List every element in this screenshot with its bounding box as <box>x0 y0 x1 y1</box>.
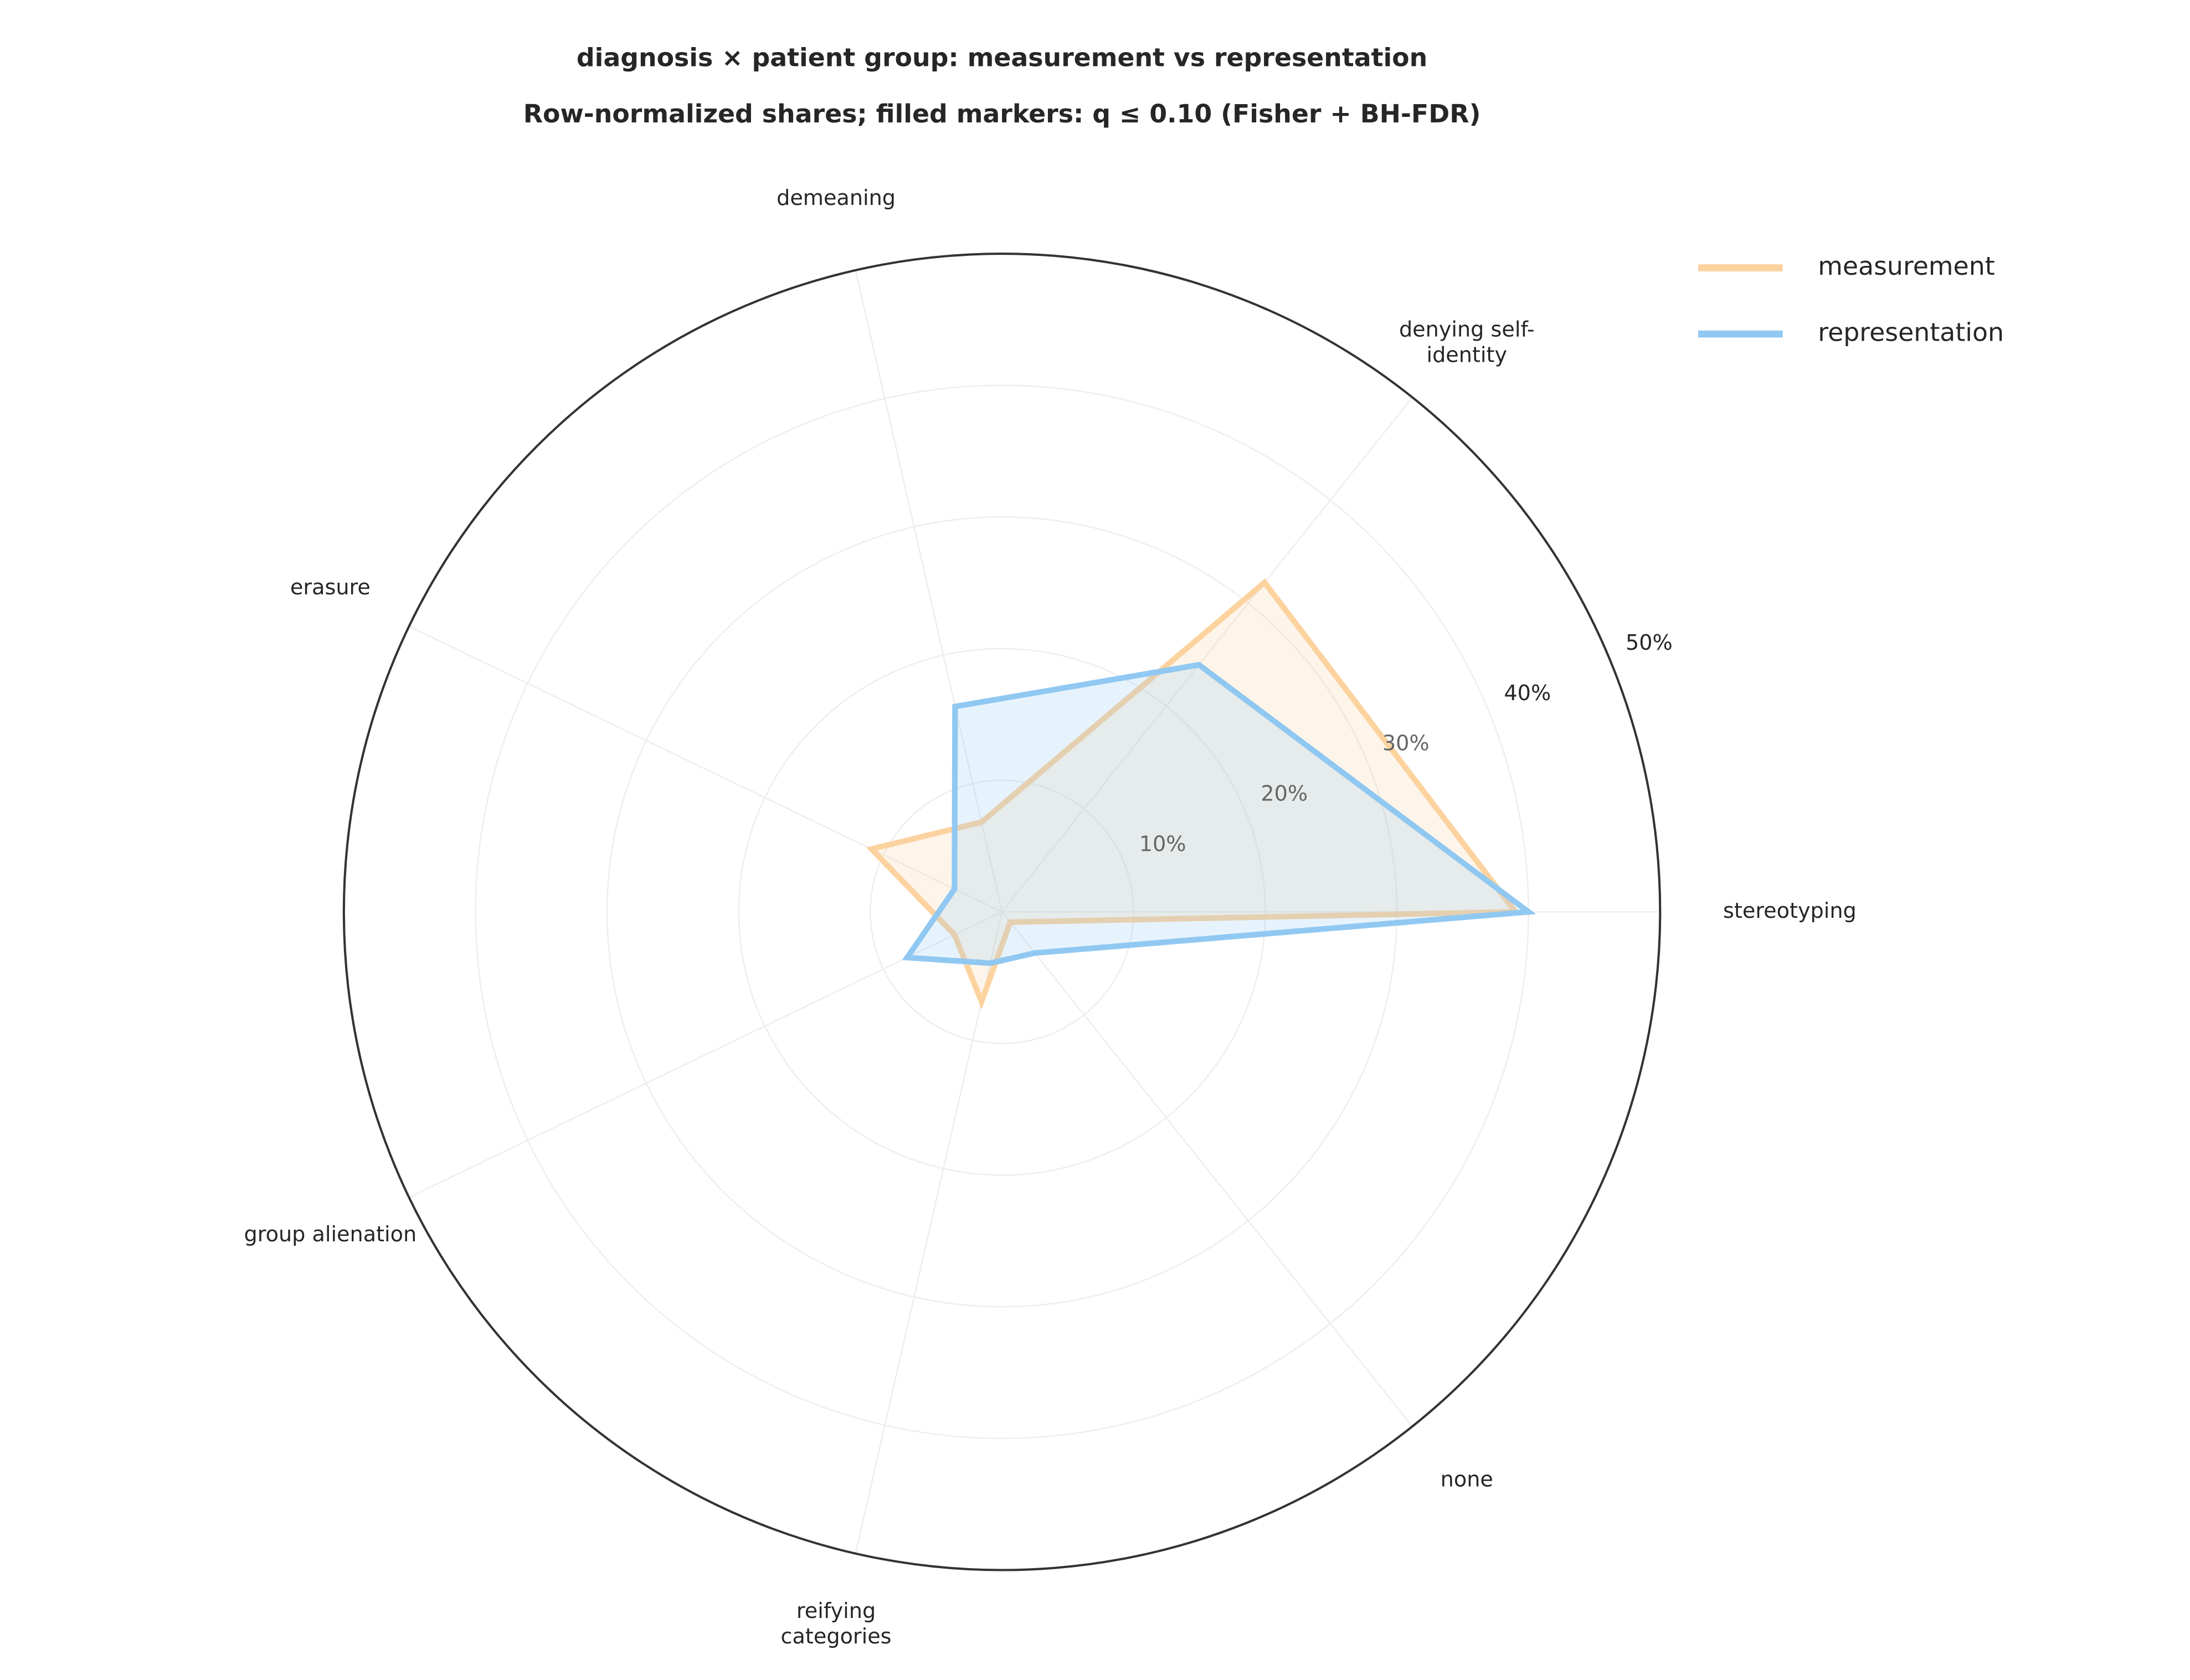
chart-title: diagnosis × patient group: measurement v… <box>577 42 1427 72</box>
r-tick-label: 50% <box>1626 630 1673 655</box>
r-tick-label: 10% <box>1139 832 1186 856</box>
spoke <box>1001 397 1413 913</box>
series-area <box>907 665 1529 963</box>
spoke <box>408 625 1003 913</box>
spoke <box>855 270 1003 912</box>
spoke <box>855 911 1003 1554</box>
series-line <box>866 578 1521 1010</box>
category-label: none <box>1441 1467 1493 1492</box>
r-tick-label: 40% <box>1504 681 1551 705</box>
legend-label: representation <box>1818 317 2004 347</box>
series-area <box>871 582 1515 1002</box>
series-line <box>902 661 1536 967</box>
category-label: denying self-identity <box>1399 317 1535 367</box>
outer-frame <box>342 252 1662 1571</box>
legend-label: measurement <box>1818 251 1994 281</box>
chart-subtitle: Row-normalized shares; filled markers: q… <box>523 99 1481 129</box>
category-label: group alienation <box>244 1222 417 1246</box>
category-label: stereotyping <box>1723 898 1857 923</box>
r-tick-label: 20% <box>1261 782 1308 806</box>
category-label: reifying categories <box>781 1599 892 1648</box>
spoke <box>1001 911 1413 1427</box>
r-tick-label: 30% <box>1382 731 1430 756</box>
category-label: erasure <box>290 575 371 599</box>
category-label: demeaning <box>777 186 896 210</box>
